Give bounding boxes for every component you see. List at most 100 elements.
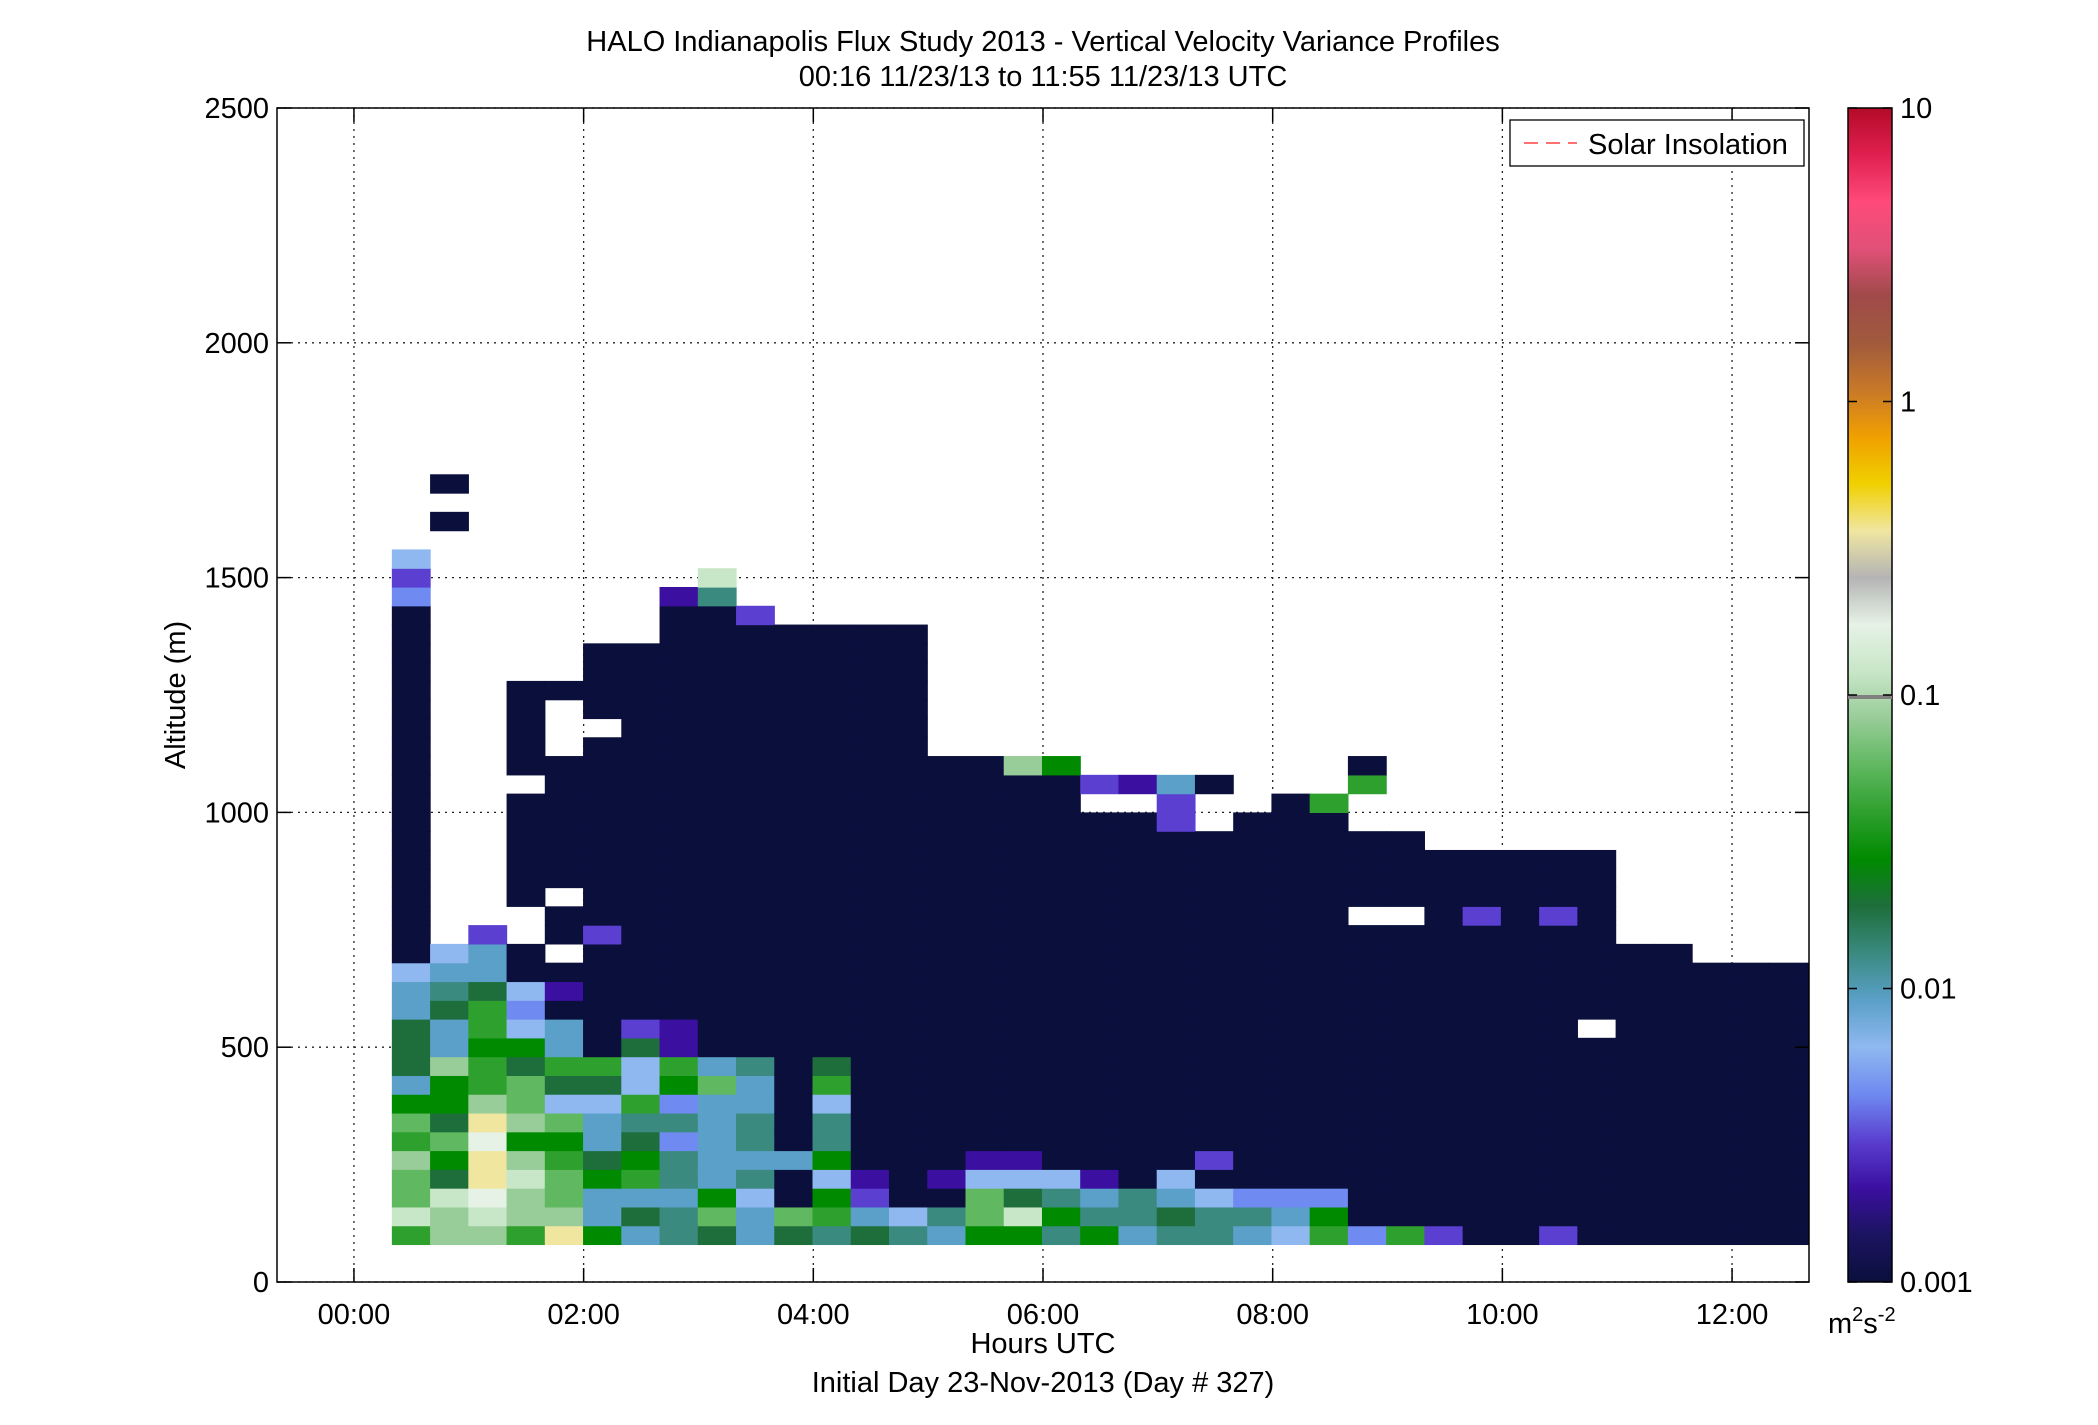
heatmap-cell — [812, 1206, 852, 1227]
x-tick-label: 04:00 — [777, 1299, 850, 1331]
heatmap-cell — [927, 1206, 967, 1227]
heatmap-cell — [1424, 1000, 1464, 1020]
heatmap-cell — [1386, 1112, 1425, 1133]
heatmap-cell — [1309, 1150, 1349, 1170]
heatmap-cell — [1118, 1075, 1158, 1095]
heatmap-cell — [544, 1094, 584, 1114]
heatmap-cell — [697, 680, 737, 701]
heatmap-cell — [1041, 1150, 1081, 1170]
heatmap-cell — [736, 1056, 775, 1076]
heatmap-cell — [659, 1075, 699, 1095]
heatmap-cell — [1615, 1169, 1655, 1189]
x-axis-sublabel: Initial Day 23-Nov-2013 (Day # 327) — [812, 1367, 1275, 1399]
heatmap-cell — [1539, 1169, 1578, 1189]
heatmap-cell — [621, 774, 661, 795]
heatmap-cell — [1806, 1206, 1809, 1227]
heatmap-cell — [506, 1150, 546, 1170]
heatmap-cell — [1080, 925, 1120, 945]
heatmap-cell — [583, 1131, 622, 1152]
heatmap-cell — [1768, 1225, 1808, 1246]
heatmap-cell — [1309, 906, 1349, 926]
heatmap-cell — [1577, 943, 1617, 964]
heatmap-cell — [965, 1169, 1005, 1189]
heatmap-cell — [506, 756, 546, 776]
heatmap-cell — [430, 511, 469, 532]
heatmap-cell — [774, 962, 814, 983]
heatmap-cell — [1768, 1206, 1808, 1227]
heatmap-cell — [1233, 1150, 1273, 1170]
heatmap-cell — [1424, 1206, 1464, 1227]
heatmap-cell — [1386, 831, 1425, 851]
heatmap-cell — [391, 718, 431, 738]
heatmap-cell — [1424, 1075, 1464, 1095]
heatmap-cell — [1577, 1131, 1617, 1152]
heatmap-cell — [621, 812, 661, 832]
heatmap-cell — [927, 1150, 967, 1170]
heatmap-cell — [659, 605, 699, 626]
heatmap-cell — [1692, 1225, 1731, 1246]
heatmap-cell — [1309, 831, 1349, 851]
heatmap-cell — [850, 756, 890, 776]
heatmap-cell — [774, 906, 814, 926]
heatmap-cell — [506, 699, 546, 720]
heatmap-cell — [1577, 1094, 1617, 1114]
heatmap-cell — [583, 643, 622, 663]
heatmap-cell — [812, 943, 852, 964]
heatmap-cell — [391, 831, 431, 851]
heatmap-cell — [697, 1037, 737, 1058]
heatmap-cell — [850, 1225, 890, 1246]
heatmap-cell — [1233, 906, 1273, 926]
heatmap-cell — [1347, 1037, 1387, 1058]
heatmap-cell — [1003, 1000, 1043, 1020]
heatmap-cell — [850, 887, 890, 907]
heatmap-cell — [888, 1169, 928, 1189]
heatmap-cell — [812, 1131, 852, 1152]
heatmap-cell — [850, 1150, 890, 1170]
heatmap-cell — [1080, 943, 1120, 964]
heatmap-cell — [812, 1150, 852, 1170]
heatmap-cell — [736, 831, 775, 851]
heatmap-cell — [583, 1037, 622, 1058]
heatmap-cell — [1118, 1019, 1158, 1039]
heatmap-cell — [927, 1019, 967, 1039]
heatmap-cell — [1577, 1225, 1617, 1246]
heatmap-cell — [1768, 1131, 1808, 1152]
heatmap-cell — [391, 981, 431, 1001]
heatmap-cell — [1653, 981, 1693, 1001]
heatmap-cell — [506, 737, 546, 757]
heatmap-cell — [774, 680, 814, 701]
heatmap-cell — [1806, 1225, 1809, 1246]
heatmap-cell — [850, 1169, 890, 1189]
heatmap-cell — [888, 906, 928, 926]
heatmap-cell — [1271, 812, 1311, 832]
heatmap-cell — [850, 1000, 890, 1020]
heatmap-cell — [1194, 1112, 1234, 1133]
heatmap-cell — [697, 1075, 737, 1095]
heatmap-cell — [1768, 981, 1808, 1001]
heatmap-cell — [1615, 981, 1655, 1001]
heatmap-cell — [1233, 981, 1273, 1001]
heatmap-cell — [506, 849, 546, 870]
x-tick-label: 12:00 — [1696, 1299, 1769, 1331]
heatmap-cell — [1271, 831, 1311, 851]
heatmap-cell — [1118, 962, 1158, 983]
colorbar-tick-label: 10 — [1900, 93, 1932, 125]
heatmap-cell — [391, 1094, 431, 1114]
heatmap-cell — [1271, 906, 1311, 926]
heatmap-cell — [1462, 1112, 1502, 1133]
heatmap-cell — [888, 1188, 928, 1208]
heatmap-cell — [544, 1131, 584, 1152]
heatmap-cell — [1156, 1150, 1196, 1170]
heatmap-cell — [583, 962, 622, 983]
heatmap-cell — [659, 662, 699, 682]
heatmap-cell — [1539, 906, 1578, 926]
heatmap-cell — [850, 962, 890, 983]
heatmap-cell — [1462, 1131, 1502, 1152]
heatmap-cell — [468, 1112, 508, 1133]
heatmap-cell — [1233, 1188, 1273, 1208]
heatmap-cell — [850, 699, 890, 720]
heatmap-cell — [1500, 1188, 1540, 1208]
heatmap-cell — [1194, 925, 1234, 945]
heatmap-cell — [583, 1112, 622, 1133]
heatmap-cell — [1271, 887, 1311, 907]
